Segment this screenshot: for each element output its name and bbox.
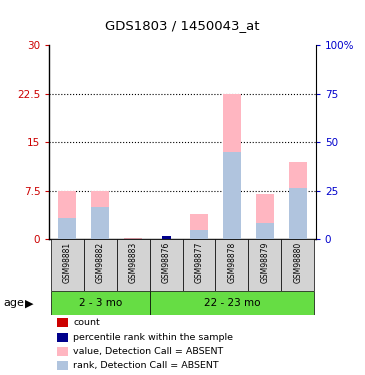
Bar <box>57 333 68 342</box>
Text: percentile rank within the sample: percentile rank within the sample <box>73 333 233 342</box>
Bar <box>84 240 117 291</box>
Bar <box>51 291 150 315</box>
Text: GSM98883: GSM98883 <box>128 242 138 283</box>
Bar <box>182 240 215 291</box>
Bar <box>91 191 109 240</box>
Bar <box>162 236 170 240</box>
Text: 2 - 3 mo: 2 - 3 mo <box>78 298 122 308</box>
Bar <box>124 237 142 240</box>
Bar <box>91 207 109 240</box>
Bar <box>58 218 76 240</box>
Bar <box>150 291 314 315</box>
Bar <box>57 361 68 370</box>
Bar <box>190 213 208 240</box>
Text: rank, Detection Call = ABSENT: rank, Detection Call = ABSENT <box>73 361 219 370</box>
Bar <box>289 162 307 240</box>
Bar <box>223 152 241 240</box>
Text: age: age <box>4 298 24 308</box>
Text: GSM98882: GSM98882 <box>96 242 105 283</box>
Text: GSM98877: GSM98877 <box>195 242 203 284</box>
Bar <box>223 94 241 240</box>
Bar <box>58 191 76 240</box>
Bar <box>190 230 208 240</box>
Text: 22 - 23 mo: 22 - 23 mo <box>204 298 260 308</box>
Text: GSM98876: GSM98876 <box>162 242 170 284</box>
Text: GSM98879: GSM98879 <box>260 242 269 284</box>
Text: GSM98880: GSM98880 <box>293 242 302 283</box>
Text: ▶: ▶ <box>25 298 33 308</box>
Bar <box>289 188 307 240</box>
Bar <box>57 347 68 356</box>
Bar <box>248 240 281 291</box>
Text: GSM98881: GSM98881 <box>63 242 72 283</box>
Text: value, Detection Call = ABSENT: value, Detection Call = ABSENT <box>73 347 223 356</box>
Bar <box>117 240 150 291</box>
Bar <box>256 194 274 240</box>
Bar <box>51 240 84 291</box>
Bar <box>57 318 68 327</box>
Bar <box>281 240 314 291</box>
Text: GSM98878: GSM98878 <box>227 242 237 283</box>
Bar <box>215 240 248 291</box>
Text: count: count <box>73 318 100 327</box>
Bar <box>150 240 182 291</box>
Bar <box>256 223 274 240</box>
Text: GDS1803 / 1450043_at: GDS1803 / 1450043_at <box>105 19 260 32</box>
